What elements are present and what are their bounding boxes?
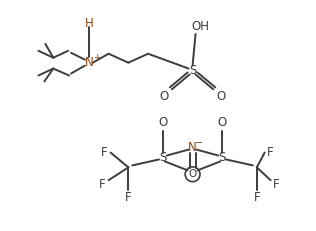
Text: S: S <box>189 64 196 77</box>
Text: N: N <box>188 141 197 154</box>
Text: S: S <box>159 151 167 164</box>
Text: O: O <box>158 116 167 129</box>
Text: F: F <box>267 146 274 159</box>
Text: +: + <box>93 53 100 62</box>
Text: F: F <box>101 146 108 159</box>
Text: O: O <box>188 169 197 179</box>
Text: −: − <box>195 138 204 148</box>
Text: H: H <box>84 17 93 30</box>
Text: O: O <box>216 90 226 103</box>
Text: F: F <box>99 178 106 191</box>
Text: O: O <box>159 90 168 103</box>
Text: F: F <box>125 191 132 204</box>
Text: F: F <box>253 191 260 204</box>
Text: OH: OH <box>191 20 210 33</box>
Text: F: F <box>273 178 280 191</box>
Text: S: S <box>219 151 226 164</box>
Text: N: N <box>84 56 93 69</box>
Text: O: O <box>218 116 227 129</box>
